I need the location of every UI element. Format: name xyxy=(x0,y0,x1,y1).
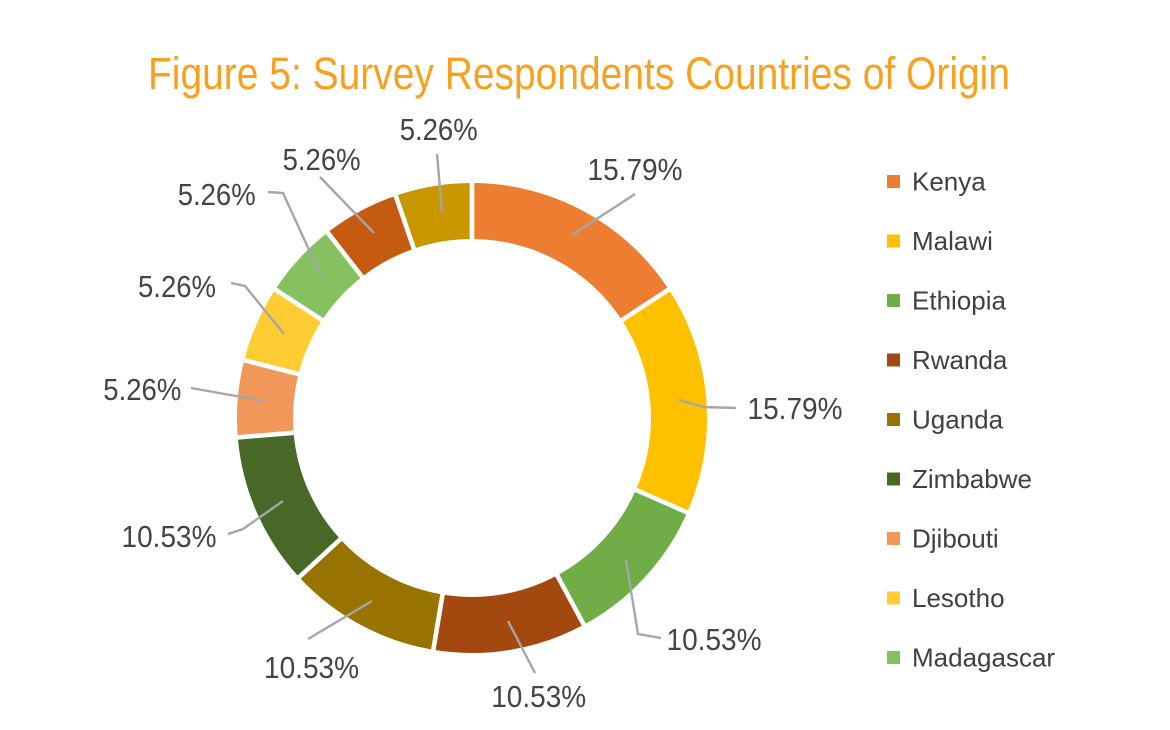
svg-text:Ethiopia: Ethiopia xyxy=(912,286,1006,316)
svg-text:Rwanda: Rwanda xyxy=(912,345,1008,375)
svg-text:Lesotho: Lesotho xyxy=(912,583,1005,613)
svg-text:5.26%: 5.26% xyxy=(138,269,216,304)
svg-text:Djibouti: Djibouti xyxy=(912,524,999,554)
svg-text:10.53%: 10.53% xyxy=(667,622,762,657)
svg-text:10.53%: 10.53% xyxy=(491,679,586,714)
svg-text:5.26%: 5.26% xyxy=(178,177,256,212)
svg-text:10.53%: 10.53% xyxy=(122,519,217,554)
svg-text:5.26%: 5.26% xyxy=(400,112,478,147)
svg-text:5.26%: 5.26% xyxy=(103,372,181,407)
svg-text:Madagascar: Madagascar xyxy=(912,643,1055,673)
svg-text:15.79%: 15.79% xyxy=(588,152,683,187)
svg-text:Malawi: Malawi xyxy=(912,226,993,256)
svg-text:Figure 5: Survey Respondents C: Figure 5: Survey Respondents Countries o… xyxy=(148,48,1010,99)
svg-text:Uganda: Uganda xyxy=(912,405,1004,435)
svg-text:10.53%: 10.53% xyxy=(264,650,359,685)
svg-text:15.79%: 15.79% xyxy=(748,391,843,426)
svg-text:Zimbabwe: Zimbabwe xyxy=(912,464,1032,494)
svg-text:5.26%: 5.26% xyxy=(283,142,361,177)
svg-text:Kenya: Kenya xyxy=(912,167,986,197)
